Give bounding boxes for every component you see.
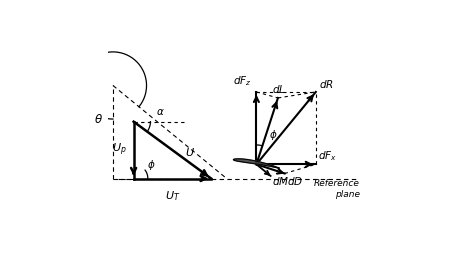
Text: $dM$: $dM$ [272, 175, 289, 187]
Text: $dF_x$: $dF_x$ [319, 149, 337, 163]
Text: $U_p$: $U_p$ [112, 142, 127, 158]
Text: $dD$: $dD$ [287, 175, 303, 187]
Polygon shape [234, 159, 279, 168]
Text: $\phi$: $\phi$ [147, 158, 156, 172]
Text: $dF_z$: $dF_z$ [233, 74, 251, 88]
Text: Reference
plane: Reference plane [314, 179, 360, 199]
Text: $\phi$: $\phi$ [269, 128, 278, 142]
Text: $U_T$: $U_T$ [164, 189, 180, 203]
Text: $U$: $U$ [185, 146, 195, 158]
Text: $\alpha$: $\alpha$ [155, 107, 164, 117]
Text: $dL$: $dL$ [273, 83, 286, 95]
Text: $\theta$: $\theta$ [94, 112, 102, 126]
Text: $dR$: $dR$ [319, 78, 334, 90]
